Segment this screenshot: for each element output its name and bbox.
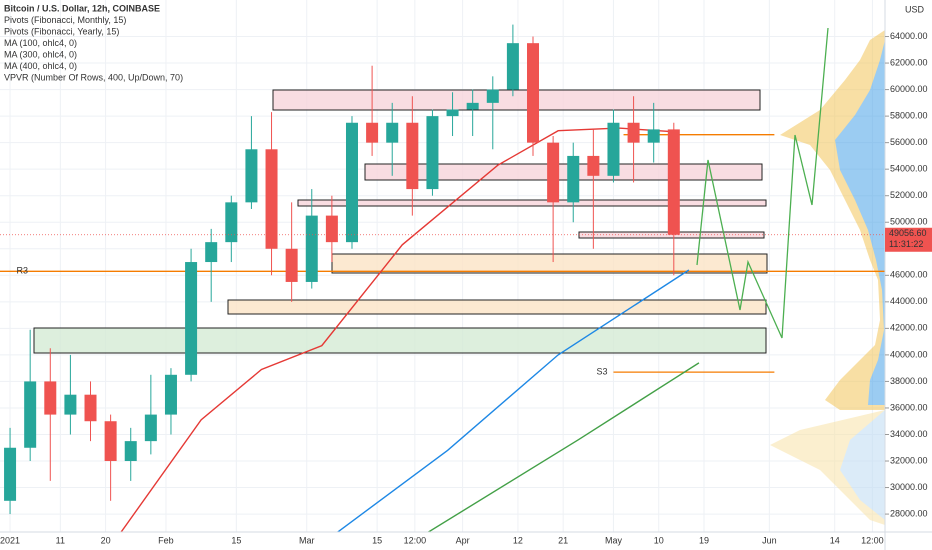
- y-tick-label: 56000.00: [890, 137, 928, 147]
- candle-body: [205, 242, 218, 263]
- y-tick-label: 50000.00: [890, 217, 928, 227]
- x-tick-label: 20: [101, 535, 111, 545]
- candle-body: [64, 394, 77, 415]
- y-tick-label: 52000.00: [890, 190, 928, 200]
- y-tick-label: 44000.00: [890, 296, 928, 306]
- candle-body: [607, 122, 620, 176]
- candle-body: [446, 109, 459, 117]
- legend-line: Pivots (Fibonacci, Yearly, 15): [4, 26, 119, 36]
- y-tick-label: 46000.00: [890, 270, 928, 280]
- candle-body: [245, 149, 258, 203]
- projection-arrows: [696, 27, 829, 339]
- candle-body: [185, 262, 198, 375]
- countdown: 11:31:22: [889, 239, 923, 249]
- candle-body: [84, 394, 97, 422]
- candle-body: [305, 215, 318, 282]
- candle-body: [104, 421, 117, 462]
- moving-average: [336, 269, 690, 532]
- candle-body: [4, 447, 17, 501]
- x-tick-label: May: [605, 535, 623, 545]
- candle-body: [24, 381, 37, 448]
- x-tick-label: 15: [372, 535, 382, 545]
- candle-body: [225, 202, 238, 243]
- y-tick-label: 42000.00: [890, 323, 928, 333]
- candle-body: [285, 248, 298, 282]
- moving-average: [427, 362, 700, 532]
- pivot-label: R3: [16, 266, 28, 276]
- last-price-label: 49056.60: [889, 228, 927, 238]
- x-tick-label: 12:00: [861, 535, 884, 545]
- legend: Bitcoin / U.S. Dollar, 12h, COINBASE Pivo…: [4, 3, 183, 82]
- zone: [272, 89, 761, 111]
- legend-line: VPVR (Number Of Rows, 400, Up/Down, 70): [4, 72, 183, 82]
- legend-line: Bitcoin / U.S. Dollar, 12h, COINBASE: [4, 3, 160, 13]
- x-tick-label: 15: [231, 535, 241, 545]
- zone: [297, 199, 767, 207]
- pivot-label: S3: [596, 367, 607, 377]
- y-tick-label: 54000.00: [890, 164, 928, 174]
- y-tick-label: 64000.00: [890, 31, 928, 41]
- candle-body: [547, 142, 560, 203]
- legend-line: MA (100, ohlc4, 0): [4, 38, 77, 48]
- candle-body: [466, 102, 479, 110]
- candle-body: [366, 122, 379, 143]
- zone: [364, 163, 763, 181]
- x-tick-label: 10: [654, 535, 664, 545]
- zones: [33, 89, 768, 354]
- y-tick-label: 38000.00: [890, 376, 928, 386]
- x-tick-label: 12:00: [404, 535, 427, 545]
- candle-body: [406, 122, 419, 190]
- y-tick-label: 30000.00: [890, 482, 928, 492]
- y-tick-label: 40000.00: [890, 349, 928, 359]
- zone: [227, 299, 767, 315]
- y-tick-label: 32000.00: [890, 455, 928, 465]
- candle-body: [527, 43, 540, 143]
- candle-body: [265, 149, 278, 249]
- candle-body: [587, 155, 600, 176]
- zone: [331, 253, 768, 274]
- candle-body: [386, 122, 399, 143]
- candle-body: [44, 381, 57, 415]
- candle-body: [164, 374, 177, 415]
- candle-body: [124, 441, 137, 462]
- x-tick-label: Mar: [299, 535, 315, 545]
- y-tick-label: 58000.00: [890, 110, 928, 120]
- candle-body: [144, 414, 157, 442]
- candle-body: [345, 122, 358, 243]
- zone: [33, 327, 767, 354]
- vpvr: [770, 30, 885, 525]
- x-tick-label: 11: [56, 535, 65, 545]
- x-tick-label: 12: [513, 535, 523, 545]
- plot: R3PS3: [0, 24, 885, 532]
- candle-body: [486, 89, 499, 103]
- arrow-path: [696, 27, 829, 339]
- y-tick-label: 28000.00: [890, 508, 928, 518]
- x-tick-label: Jun: [762, 535, 777, 545]
- x-tick-label: 21: [558, 535, 568, 545]
- candle-body: [325, 215, 338, 243]
- y-tick-label: 36000.00: [890, 402, 928, 412]
- x-tick-label: 2021: [0, 535, 20, 545]
- y-tick-label: 60000.00: [890, 84, 928, 94]
- axis-unit: USD: [905, 4, 925, 14]
- y-tick-label: 34000.00: [890, 429, 928, 439]
- x-tick-label: Feb: [158, 535, 174, 545]
- legend-line: Pivots (Fibonacci, Monthly, 15): [4, 15, 126, 25]
- moving-average: [120, 127, 679, 532]
- x-tick-label: 19: [699, 535, 709, 545]
- candle-body: [567, 155, 580, 203]
- legend-line: MA (300, ohlc4, 0): [4, 49, 77, 59]
- candle-body: [627, 122, 640, 143]
- legend-line: MA (400, ohlc4, 0): [4, 61, 77, 71]
- y-tick-label: 62000.00: [890, 57, 928, 67]
- candle-body: [506, 43, 519, 90]
- candle-body: [647, 129, 660, 143]
- candle-body: [667, 129, 680, 235]
- x-tick-label: 14: [830, 535, 840, 545]
- x-tick-label: Apr: [456, 535, 470, 545]
- last-price-box: [885, 227, 932, 252]
- candle-body: [426, 116, 439, 190]
